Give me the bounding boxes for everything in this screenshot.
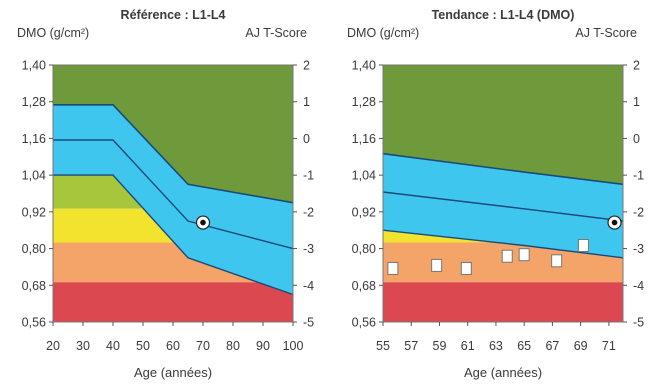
- left-axis-title: DMO (g/cm²): [347, 26, 419, 40]
- x-tick-label: 100: [283, 339, 304, 353]
- right-tick-label: 1: [633, 95, 640, 109]
- right-tick-label: -5: [303, 316, 314, 330]
- reference-mean-line: [382, 191, 624, 222]
- x-axis-title: Age (années): [134, 365, 212, 380]
- y-tick-label: 0,56: [352, 316, 376, 330]
- y-tick-label: 0,68: [22, 279, 46, 293]
- measurement-marker-center: [611, 219, 618, 226]
- y-tick-label: 0,68: [352, 279, 376, 293]
- x-tick-label: 60: [166, 339, 180, 353]
- x-tick-label: 90: [256, 339, 270, 353]
- x-tick-label: 50: [136, 339, 150, 353]
- x-tick-label: 40: [106, 339, 120, 353]
- x-tick-label: 71: [602, 339, 616, 353]
- right-tick-label: -1: [633, 169, 644, 183]
- plot-area: 1,40 1,28 1,16 1,04 0,92 0,80 0,68 0,56 2 1 0 -1 -2 -…: [22, 59, 315, 354]
- right-axis-title: AJ T-Score: [575, 26, 637, 40]
- tscore-band-0: [53, 65, 293, 203]
- right-tick-label: -1: [303, 169, 314, 183]
- y-tick-label: 1,28: [22, 95, 46, 109]
- tscore-band-4: [383, 282, 623, 322]
- right-tick-label: -3: [303, 242, 314, 256]
- reference-chart: 1,40 1,28 1,16 1,04 0,92 0,80 0,68 0,56 2 1 0 -1 -2 -…: [17, 8, 314, 380]
- reference-upper-line: [382, 152, 624, 186]
- y-tick-label: 0,92: [22, 205, 46, 219]
- plot-area: 1,40 1,28 1,16 1,04 0,92 0,80 0,68 0,56 2 1 0 -1 -2 -…: [352, 59, 645, 354]
- y-tick-label: 1,16: [352, 132, 376, 146]
- trend-point: [577, 239, 589, 253]
- y-tick-label: 1,04: [352, 169, 376, 183]
- reference-lower-line: [382, 229, 624, 259]
- trend-point: [460, 261, 472, 275]
- x-tick-label: 61: [461, 339, 475, 353]
- x-tick-label: 69: [574, 339, 588, 353]
- y-tick-label: 1,40: [352, 59, 376, 73]
- right-axis-title: AJ T-Score: [245, 26, 307, 40]
- right-tick-label: -2: [633, 205, 644, 219]
- x-tick-label: 55: [376, 339, 390, 353]
- chart-title: Tendance : L1-L4 (DMO): [432, 8, 575, 22]
- x-tick-label: 30: [76, 339, 90, 353]
- x-tick-label: 59: [433, 339, 447, 353]
- x-axis-title: Age (années): [464, 365, 542, 380]
- right-tick-label: 2: [633, 59, 640, 73]
- x-tick-label: 80: [226, 339, 240, 353]
- right-tick-label: 0: [633, 132, 640, 146]
- trend-point: [387, 261, 399, 275]
- trend-point: [431, 258, 443, 272]
- tscore-band-4: [53, 282, 293, 322]
- trend-point: [501, 249, 513, 263]
- right-tick-label: -3: [633, 242, 644, 256]
- x-tick-label: 63: [489, 339, 503, 353]
- y-tick-label: 1,28: [352, 95, 376, 109]
- y-tick-label: 0,80: [22, 242, 46, 256]
- right-tick-label: -4: [303, 279, 314, 293]
- reference-mean-line: [53, 139, 294, 250]
- right-tick-label: 0: [303, 132, 310, 146]
- right-tick-label: -5: [633, 316, 644, 330]
- x-tick-label: 70: [196, 339, 210, 353]
- x-tick-label: 67: [545, 339, 559, 353]
- measurement-marker-center: [200, 219, 206, 226]
- y-tick-label: 0,92: [352, 205, 376, 219]
- x-tick-label: 57: [404, 339, 418, 353]
- y-tick-label: 0,56: [22, 316, 46, 330]
- y-tick-label: 0,80: [352, 242, 376, 256]
- y-tick-label: 1,16: [22, 132, 46, 146]
- chart-title: Référence : L1-L4: [121, 8, 226, 22]
- x-tick-label: 20: [46, 339, 60, 353]
- reference-upper-line: [53, 104, 294, 204]
- reference-lower-line: [53, 174, 294, 296]
- plot-frame: [382, 64, 624, 323]
- trend-chart: 1,40 1,28 1,16 1,04 0,92 0,80 0,68 0,56 2 1 0 -1 -2 -…: [347, 8, 644, 380]
- trend-point: [518, 248, 530, 262]
- y-tick-label: 1,40: [22, 59, 46, 73]
- right-tick-label: 2: [303, 59, 310, 73]
- right-tick-label: -4: [633, 279, 644, 293]
- x-tick-label: 65: [517, 339, 531, 353]
- y-tick-label: 1,04: [22, 169, 46, 183]
- trend-point: [551, 254, 563, 268]
- tscore-band-0: [383, 65, 623, 185]
- left-axis-title: DMO (g/cm²): [17, 26, 89, 40]
- right-tick-label: -2: [303, 205, 314, 219]
- reference-range-band: [53, 104, 293, 295]
- right-tick-label: 1: [303, 95, 310, 109]
